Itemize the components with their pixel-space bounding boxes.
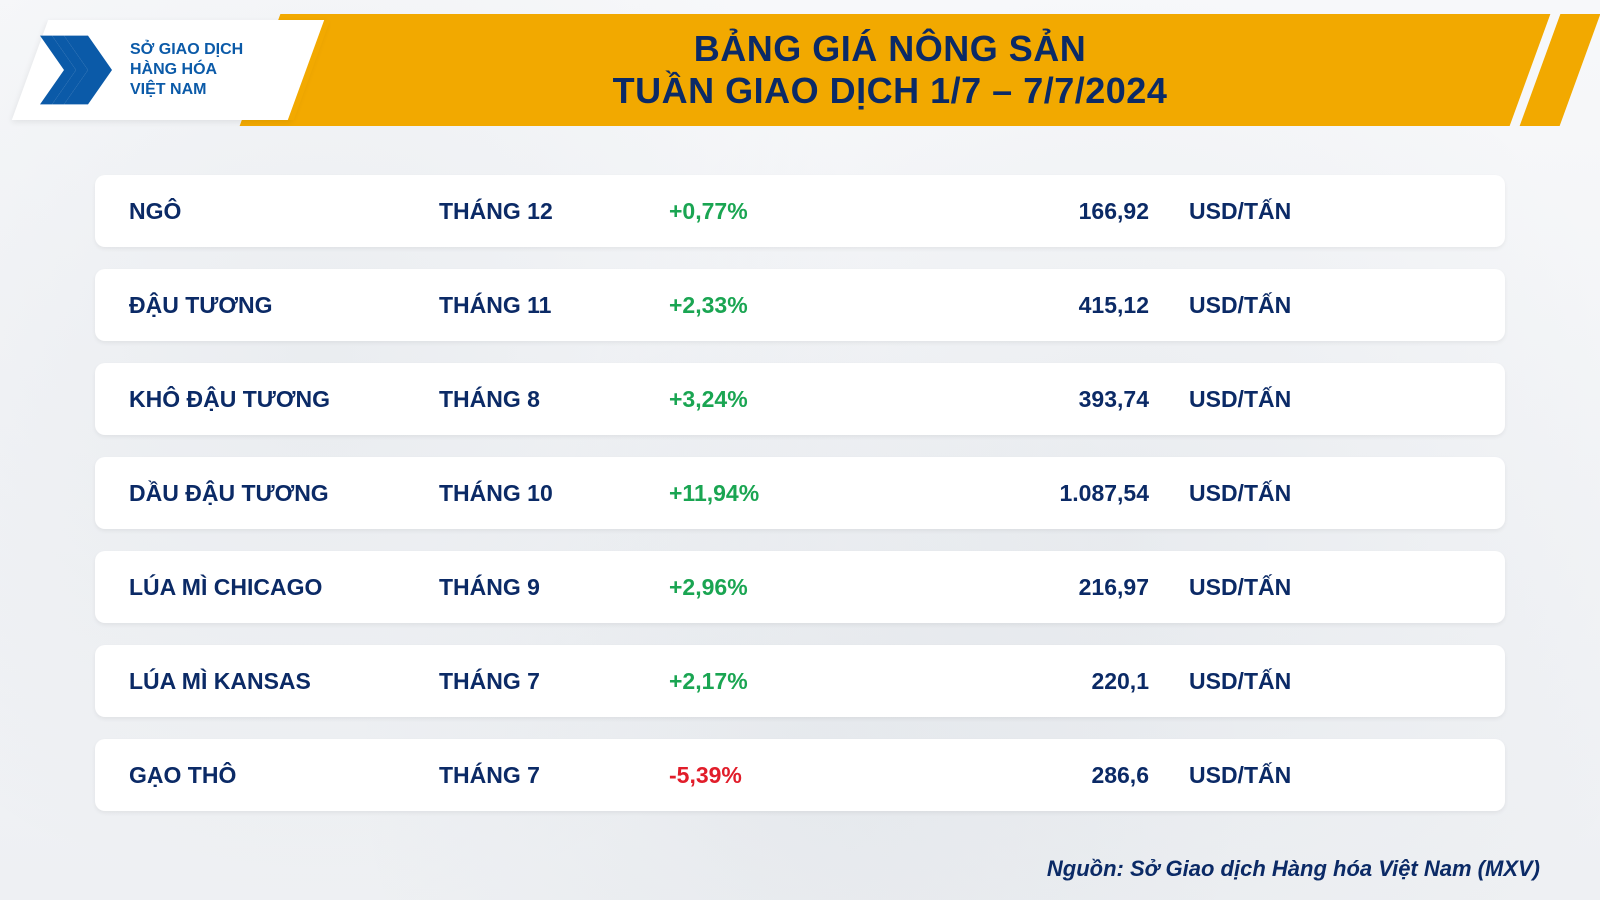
price-value: 216,97 [929,574,1159,601]
logo-icon [40,35,120,105]
change-percent: -5,39% [669,762,929,789]
change-percent: +0,77% [669,198,929,225]
title: BẢNG GIÁ NÔNG SẢN TUẦN GIAO DỊCH 1/7 – 7… [300,14,1480,126]
commodity-name: ĐẬU TƯƠNG [129,292,439,319]
table-row: NGÔTHÁNG 12+0,77%166,92USD/TẤN [95,175,1505,247]
price-value: 286,6 [929,762,1159,789]
logo-line3: VIỆT NAM [130,80,243,100]
price-unit: USD/TẤN [1159,198,1471,225]
price-unit: USD/TẤN [1159,574,1471,601]
commodity-name: DẦU ĐẬU TƯƠNG [129,480,439,507]
commodity-name: LÚA MÌ CHICAGO [129,574,439,601]
contract-month: THÁNG 7 [439,668,669,695]
table-row: LÚA MÌ KANSASTHÁNG 7+2,17%220,1USD/TẤN [95,645,1505,717]
table-row: GẠO THÔTHÁNG 7-5,39%286,6USD/TẤN [95,739,1505,811]
header: SỞ GIAO DỊCH HÀNG HÓA VIỆT NAM BẢNG GIÁ … [0,14,1600,126]
logo: SỞ GIAO DỊCH HÀNG HÓA VIỆT NAM [40,20,300,120]
contract-month: THÁNG 10 [439,480,669,507]
title-line1: BẢNG GIÁ NÔNG SẢN [694,28,1087,70]
price-unit: USD/TẤN [1159,668,1471,695]
price-unit: USD/TẤN [1159,762,1471,789]
change-percent: +2,96% [669,574,929,601]
commodity-name: KHÔ ĐẬU TƯƠNG [129,386,439,413]
contract-month: THÁNG 9 [439,574,669,601]
change-percent: +2,33% [669,292,929,319]
price-value: 1.087,54 [929,480,1159,507]
price-value: 166,92 [929,198,1159,225]
price-unit: USD/TẤN [1159,292,1471,319]
price-value: 220,1 [929,668,1159,695]
contract-month: THÁNG 12 [439,198,669,225]
price-table: NGÔTHÁNG 12+0,77%166,92USD/TẤNĐẬU TƯƠNGT… [95,175,1505,833]
contract-month: THÁNG 11 [439,292,669,319]
price-value: 415,12 [929,292,1159,319]
commodity-name: NGÔ [129,198,439,225]
title-line2: TUẦN GIAO DỊCH 1/7 – 7/7/2024 [613,70,1168,112]
table-row: LÚA MÌ CHICAGOTHÁNG 9+2,96%216,97USD/TẤN [95,551,1505,623]
price-unit: USD/TẤN [1159,480,1471,507]
table-row: DẦU ĐẬU TƯƠNGTHÁNG 10+11,94%1.087,54USD/… [95,457,1505,529]
logo-text: SỞ GIAO DỊCH HÀNG HÓA VIỆT NAM [130,40,243,100]
source-text: Nguồn: Sở Giao dịch Hàng hóa Việt Nam (M… [1047,856,1540,882]
logo-line1: SỞ GIAO DỊCH [130,40,243,60]
price-value: 393,74 [929,386,1159,413]
contract-month: THÁNG 7 [439,762,669,789]
table-row: ĐẬU TƯƠNGTHÁNG 11+2,33%415,12USD/TẤN [95,269,1505,341]
price-unit: USD/TẤN [1159,386,1471,413]
change-percent: +2,17% [669,668,929,695]
change-percent: +3,24% [669,386,929,413]
table-row: KHÔ ĐẬU TƯƠNGTHÁNG 8+3,24%393,74USD/TẤN [95,363,1505,435]
commodity-name: GẠO THÔ [129,762,439,789]
contract-month: THÁNG 8 [439,386,669,413]
logo-line2: HÀNG HÓA [130,60,243,80]
commodity-name: LÚA MÌ KANSAS [129,668,439,695]
change-percent: +11,94% [669,480,929,507]
